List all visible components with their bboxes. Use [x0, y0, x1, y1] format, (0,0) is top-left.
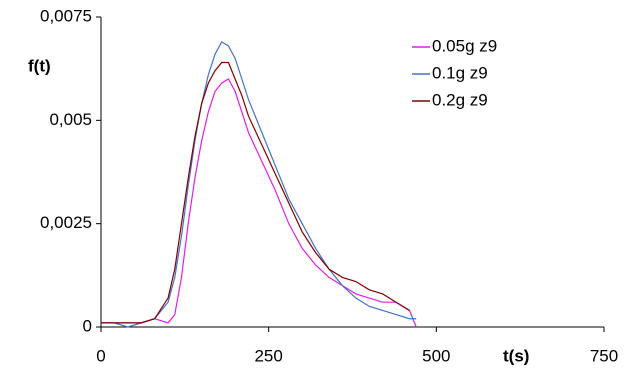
y-tick-label: 0,0075: [40, 6, 92, 25]
x-axis-label: t(s): [503, 346, 529, 365]
data-line: [101, 78, 417, 328]
data-line: [101, 40, 417, 328]
legend-label: 0.05g z9: [432, 36, 497, 55]
legend-label: 0.2g z9: [432, 90, 488, 109]
x-tick-label: 500: [422, 346, 450, 365]
x-tick-label: 0: [96, 346, 105, 365]
y-axis-label: f(t): [28, 56, 51, 75]
x-tick-label: 750: [590, 346, 618, 365]
y-tick-label: 0,005: [49, 110, 92, 129]
legend-label: 0.1g z9: [432, 63, 488, 82]
x-tick-label: 250: [254, 346, 282, 365]
data-line: [101, 61, 410, 324]
y-tick-label: 0: [83, 316, 92, 335]
y-tick-label: 0,0025: [40, 213, 92, 232]
